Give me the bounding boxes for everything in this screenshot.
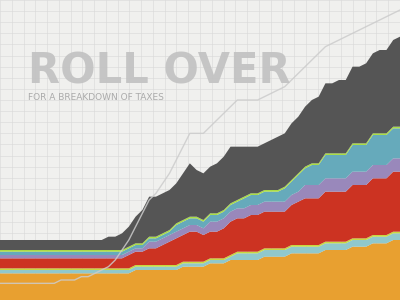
Text: ROLL OVER: ROLL OVER (28, 51, 291, 93)
Text: FOR A BREAKDOWN OF TAXES: FOR A BREAKDOWN OF TAXES (28, 93, 164, 102)
